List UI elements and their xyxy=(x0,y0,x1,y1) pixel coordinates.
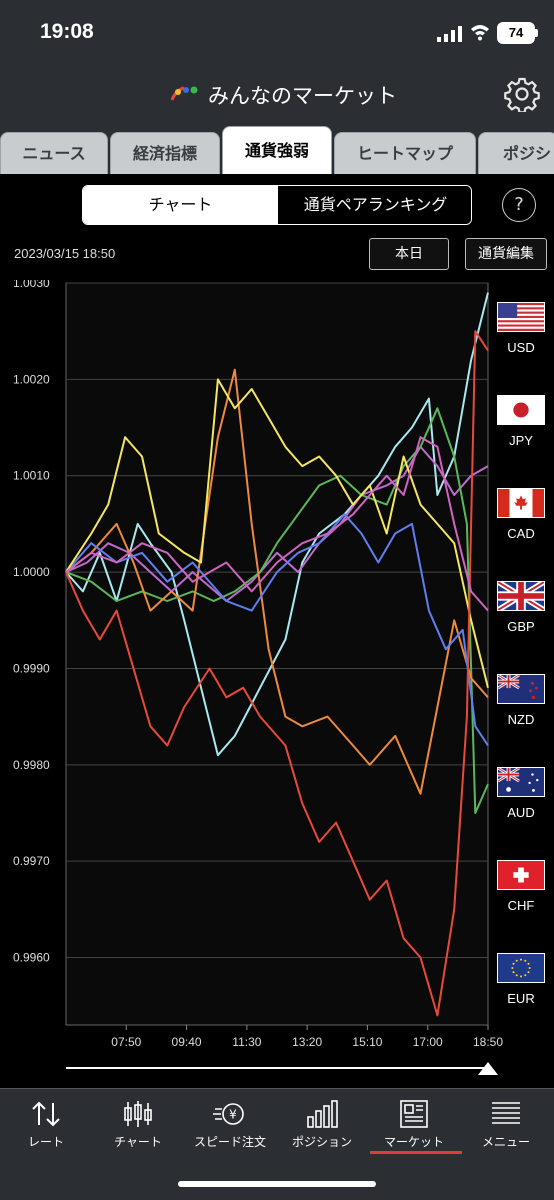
signal-icon xyxy=(437,26,462,42)
status-time: 19:08 xyxy=(40,20,94,43)
nzd-flag-icon[interactable] xyxy=(497,674,545,704)
segment-chart[interactable]: チャート xyxy=(83,186,278,224)
series-line-cad xyxy=(65,407,489,814)
edit-currency-button[interactable]: 通貨編集 xyxy=(465,238,547,270)
gear-icon[interactable] xyxy=(504,76,540,112)
aud-flag-icon[interactable] xyxy=(497,767,545,797)
view-segmented-control: チャート 通貨ペアランキング xyxy=(82,185,472,225)
nav-position[interactable]: ポジション xyxy=(276,1099,368,1150)
nav-menu-label: メニュー xyxy=(481,1135,530,1149)
eur-flag-icon[interactable] xyxy=(497,953,545,983)
tab-currency-strength[interactable]: 通貨強弱 xyxy=(222,126,332,174)
jpy-label: JPY xyxy=(509,433,533,448)
x-tick-label: 15:10 xyxy=(352,1035,382,1049)
market-news-icon xyxy=(400,1100,428,1128)
nzd-label: NZD xyxy=(507,712,535,727)
aud-label: AUD xyxy=(507,805,535,820)
home-indicator xyxy=(178,1181,376,1187)
x-tick-label: 17:00 xyxy=(413,1035,443,1049)
gbp-label: GBP xyxy=(507,619,535,634)
nav-position-label: ポジション xyxy=(291,1135,352,1149)
battery-icon: 74 xyxy=(497,22,535,44)
tab-position[interactable]: ポジシ xyxy=(478,132,554,174)
nav-speed-order-label: スピード注文 xyxy=(193,1135,266,1149)
nav-market-label: マーケット xyxy=(383,1135,444,1149)
time-slider-handle xyxy=(478,1062,498,1075)
chart-datetime: 2023/03/15 18:50 xyxy=(14,246,116,261)
series-line-chf xyxy=(65,330,489,1017)
series-line-eur xyxy=(65,436,489,612)
help-icon[interactable]: ? xyxy=(502,188,536,222)
series-line-usd xyxy=(65,292,489,757)
x-tick-label: 18:50 xyxy=(473,1035,503,1049)
x-tick-label: 13:20 xyxy=(292,1035,322,1049)
status-bar: 19:08 74 xyxy=(0,0,554,68)
nav-speed-order[interactable]: ¥ スピード注文 xyxy=(184,1099,276,1150)
app-header: みんなのマーケット xyxy=(0,68,554,126)
app-title: みんなのマーケット xyxy=(208,84,397,108)
nav-rate-label: レート xyxy=(27,1135,64,1149)
market-tabs: ニュース 経済指標 通貨強弱 ヒートマップ ポジシ xyxy=(0,126,554,174)
jpy-flag-icon[interactable] xyxy=(497,395,545,425)
y-tick-label: 1.0000 xyxy=(13,565,50,579)
series-line-gbp xyxy=(65,368,489,795)
x-tick-label: 07:50 xyxy=(111,1035,141,1049)
battery-tip xyxy=(535,29,538,37)
nav-chart[interactable]: チャート xyxy=(92,1099,184,1150)
nav-menu[interactable]: メニュー xyxy=(460,1099,552,1150)
y-tick-label: 1.0030 xyxy=(13,280,50,290)
y-tick-label: 0.9970 xyxy=(13,854,50,868)
y-tick-label: 0.9980 xyxy=(13,758,50,772)
nav-chart-label: チャート xyxy=(114,1135,162,1149)
tab-news[interactable]: ニュース xyxy=(0,132,108,174)
usd-flag-icon[interactable] xyxy=(497,302,545,332)
x-tick-label: 11:30 xyxy=(232,1035,261,1049)
y-tick-label: 0.9960 xyxy=(13,951,50,965)
chf-flag-icon[interactable] xyxy=(497,860,545,890)
cad-flag-icon[interactable] xyxy=(497,488,545,518)
chf-label: CHF xyxy=(507,898,535,913)
rate-arrows-icon xyxy=(32,1101,60,1127)
cad-label: CAD xyxy=(507,526,535,541)
candlestick-icon xyxy=(124,1101,152,1127)
gbp-flag-icon[interactable] xyxy=(497,581,545,611)
active-tab-underline xyxy=(370,1151,462,1154)
tab-economic-indicators[interactable]: 経済指標 xyxy=(110,132,220,174)
segment-pair-ranking[interactable]: 通貨ペアランキング xyxy=(278,186,471,224)
currency-strength-chart: 1.0030 1.0020 1.0010 1.0000 0.9990 0.9980 0.99… xyxy=(13,280,503,1075)
menu-lines-icon xyxy=(492,1102,520,1124)
speed-order-icon: ¥ xyxy=(213,1103,244,1125)
tab-heatmap[interactable]: ヒートマップ xyxy=(334,132,476,174)
usd-label: USD xyxy=(507,340,535,355)
nav-market[interactable]: マーケット xyxy=(368,1099,460,1150)
y-tick-label: 1.0020 xyxy=(13,372,50,386)
svg-text:¥: ¥ xyxy=(229,1108,237,1122)
x-tick-label: 09:40 xyxy=(172,1035,202,1049)
wifi-icon xyxy=(471,25,489,41)
y-tick-label: 0.9990 xyxy=(13,661,50,675)
series-line-nzd xyxy=(65,513,489,747)
position-bars-icon xyxy=(307,1100,338,1128)
series-line-aud xyxy=(65,378,489,688)
today-button[interactable]: 本日 xyxy=(369,238,449,270)
eur-label: EUR xyxy=(507,991,535,1006)
nav-rate[interactable]: レート xyxy=(0,1099,92,1150)
app-logo-icon xyxy=(170,86,198,101)
series-line-jpy xyxy=(65,445,489,602)
y-tick-label: 1.0010 xyxy=(13,469,50,483)
